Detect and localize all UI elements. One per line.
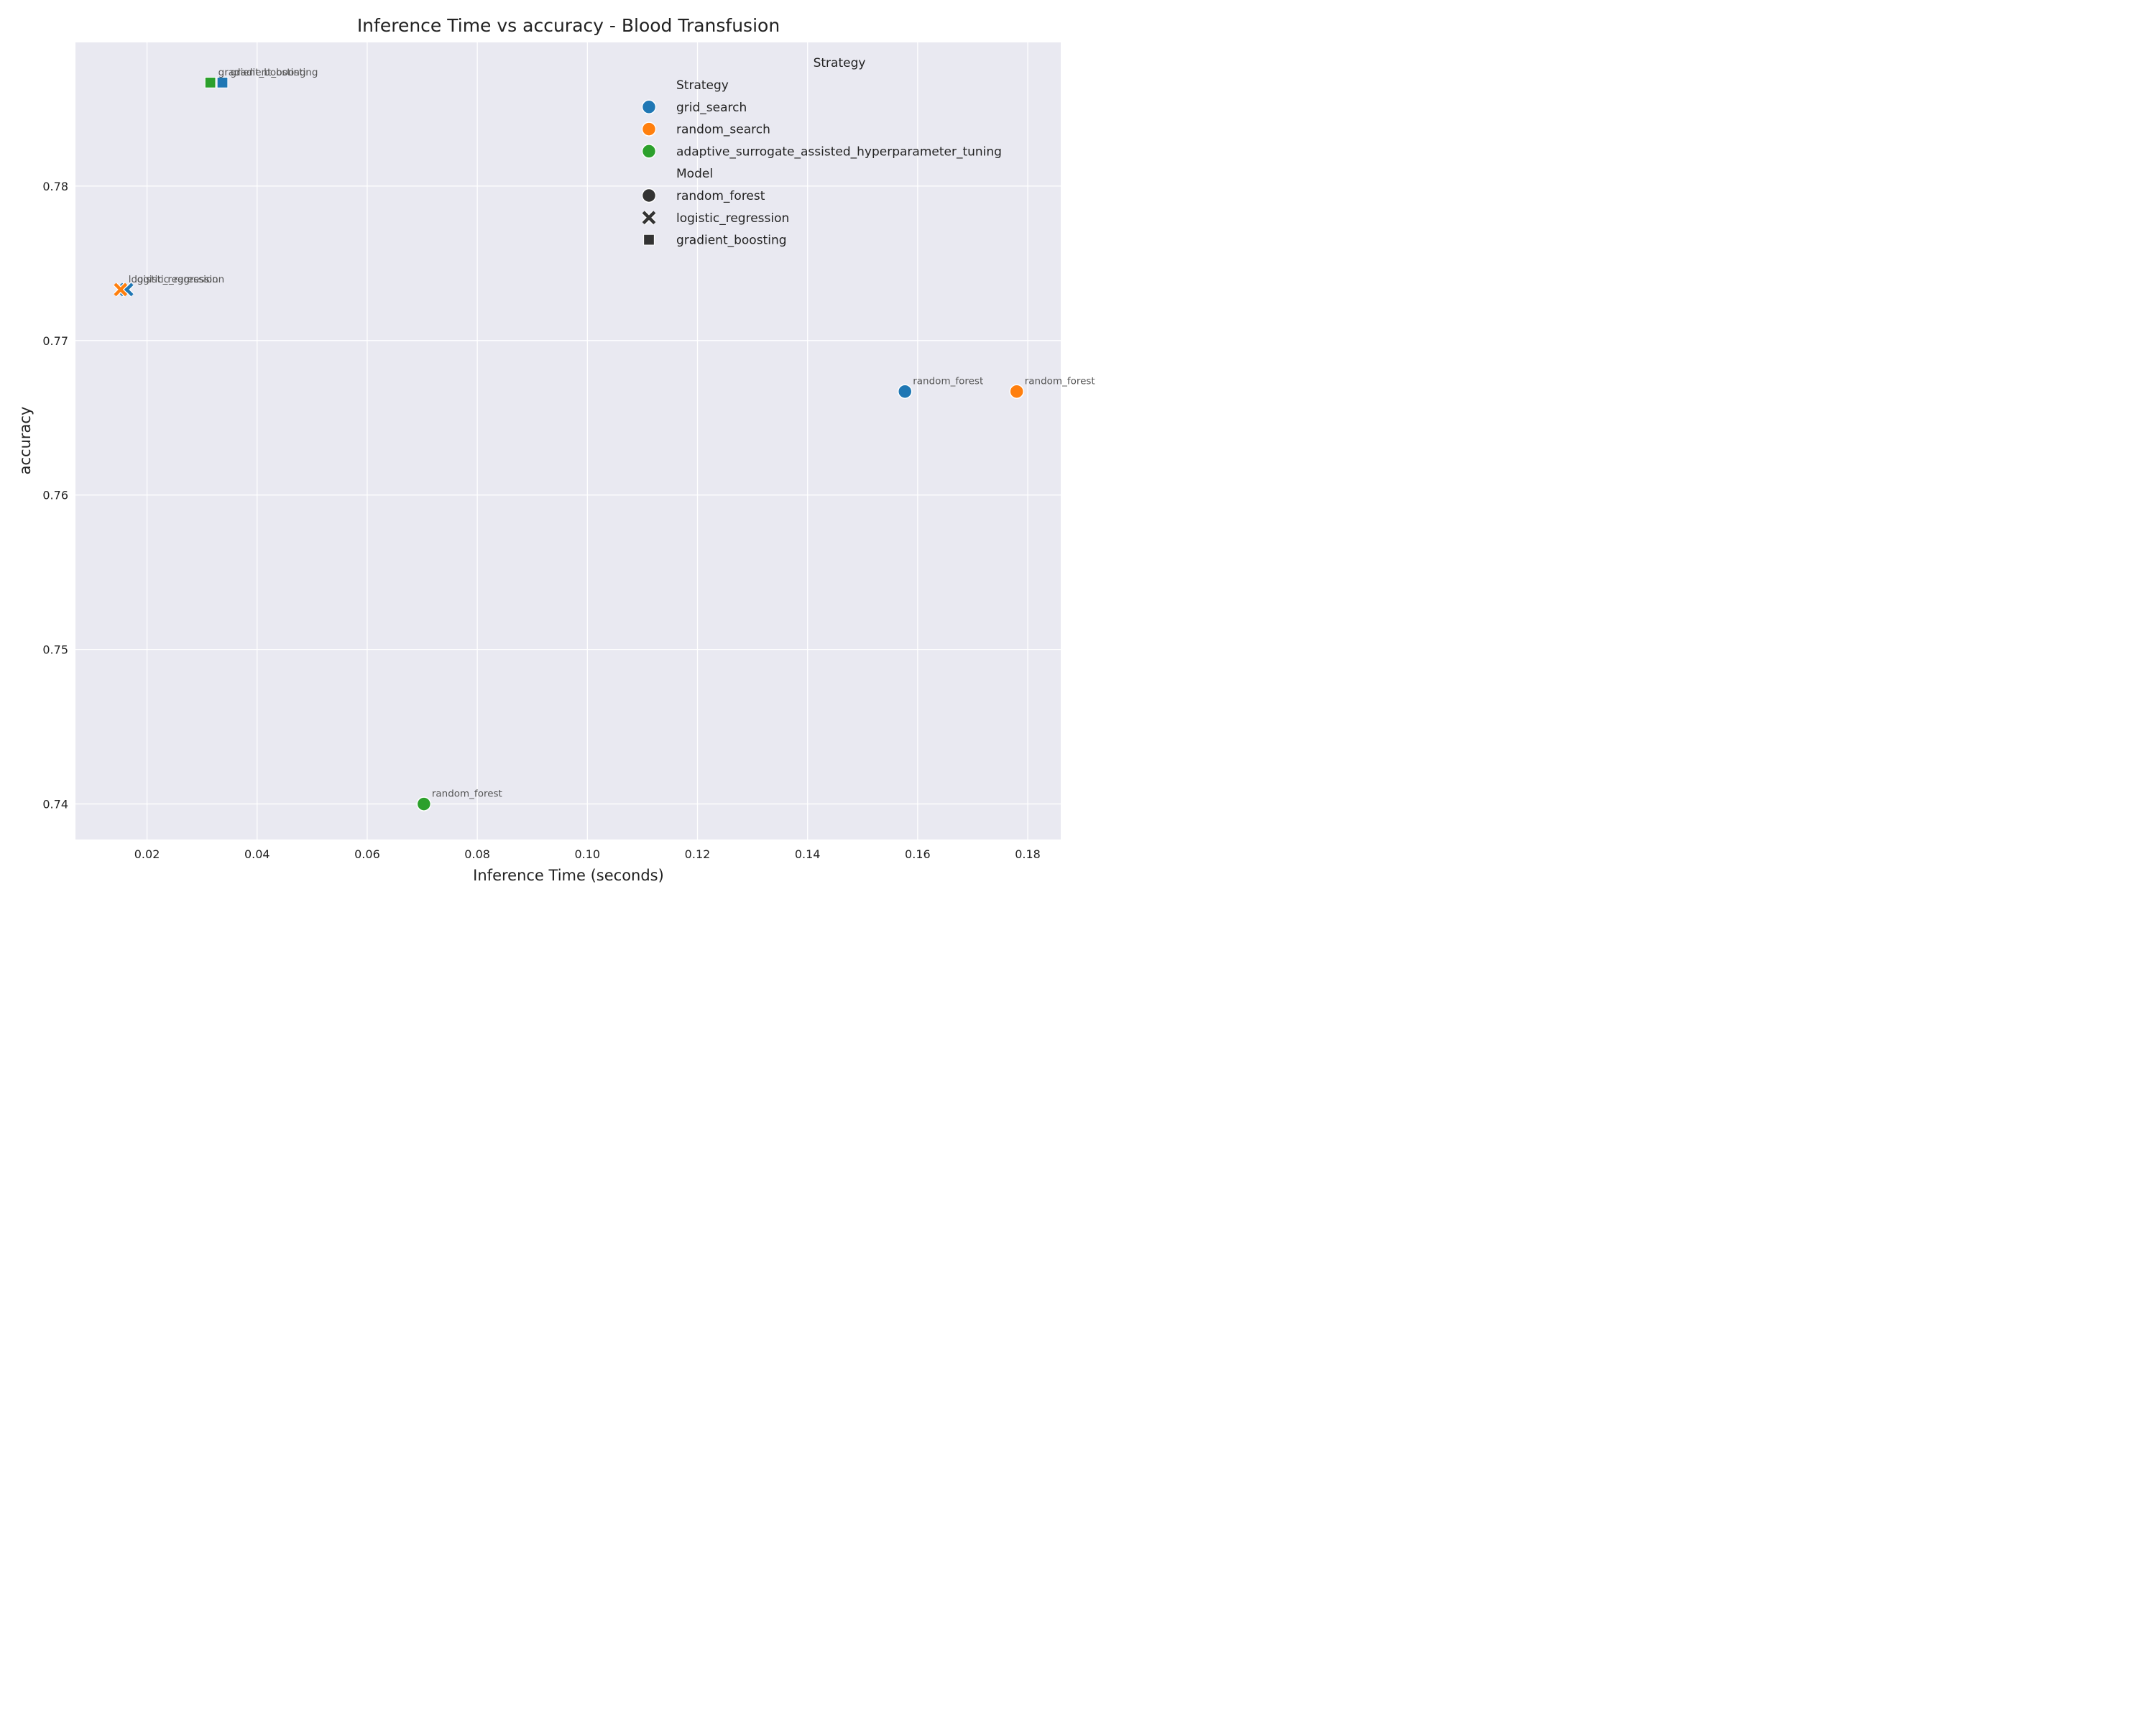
legend-item-label: random_search xyxy=(676,123,770,137)
legend-marker-grid_search xyxy=(641,99,657,115)
y-tick-label: 0.77 xyxy=(42,334,68,348)
y-tick-label: 0.75 xyxy=(42,643,68,657)
point-random_forest-adaptive_surrogate_assisted_hyperparameter_tuning xyxy=(416,796,432,811)
point-label: logistic_regression xyxy=(129,274,218,285)
point-label: gradient_boosting xyxy=(231,67,318,78)
legend-section-heading: Strategy xyxy=(676,78,729,93)
legend-item-label: gradient_boosting xyxy=(676,234,787,248)
point-label: logistic_regression xyxy=(134,274,224,285)
legend-section-heading: Model xyxy=(676,167,713,181)
data-points xyxy=(113,77,1024,811)
grid-lines xyxy=(75,42,1061,840)
chart-container: Inference Time vs accuracy - Blood Trans… xyxy=(0,0,1115,892)
legend-marker-logistic_regression xyxy=(641,210,657,226)
y-axis-title: accuracy xyxy=(17,407,34,475)
point-label: random_forest xyxy=(913,376,983,387)
legend-item-label: adaptive_surrogate_assisted_hyperparamet… xyxy=(676,144,1002,159)
x-tick-label: 0.04 xyxy=(244,847,270,861)
point-random_forest-random_search xyxy=(1009,384,1024,399)
legend-marker-adaptive_surrogate_assisted_hyperparameter_tuning xyxy=(641,144,657,159)
x-axis-title: Inference Time (seconds) xyxy=(473,867,664,884)
point-gradient_boosting-adaptive_surrogate_assisted_hyperparameter_tuning xyxy=(204,77,216,88)
legend: Strategy Strategy grid_search random_search… xyxy=(641,56,1002,248)
x-tick-label: 0.02 xyxy=(134,847,160,861)
point-label: gradient_boosting xyxy=(218,67,306,78)
x-tick-label: 0.06 xyxy=(354,847,380,861)
point-label: random_forest xyxy=(432,788,502,800)
point-label: random_forest xyxy=(1025,376,1095,387)
x-tick-label: 0.16 xyxy=(905,847,931,861)
x-tick-label: 0.08 xyxy=(464,847,490,861)
plot-area xyxy=(75,42,1061,840)
legend-title: Strategy xyxy=(814,56,866,70)
x-tick-label: 0.10 xyxy=(574,847,600,861)
legend-marker-gradient_boosting xyxy=(643,234,655,246)
point-gradient_boosting-grid_search xyxy=(216,77,229,88)
scatter-chart: Inference Time vs accuracy - Blood Trans… xyxy=(17,15,1095,884)
tick-labels: 0.02 0.04 0.06 0.08 0.10 0.12 0.14 0.16 0.18 0.74… xyxy=(42,180,1040,861)
point-logistic_regression-random_search xyxy=(113,282,129,298)
x-tick-label: 0.18 xyxy=(1015,847,1041,861)
y-tick-label: 0.76 xyxy=(42,489,68,502)
y-tick-label: 0.78 xyxy=(42,180,68,193)
x-tick-label: 0.14 xyxy=(795,847,821,861)
y-tick-label: 0.74 xyxy=(42,798,68,811)
legend-marker-random_forest xyxy=(641,188,657,203)
point-random_forest-grid_search xyxy=(897,384,913,399)
legend-item-label: random_forest xyxy=(676,189,765,203)
legend-marker-random_search xyxy=(641,121,657,137)
x-tick-label: 0.12 xyxy=(685,847,711,861)
legend-item-label: grid_search xyxy=(676,101,747,115)
chart-title: Inference Time vs accuracy - Blood Trans… xyxy=(357,15,780,36)
legend-item-label: logistic_regression xyxy=(676,211,789,226)
point-labels: gradient_boostinggradient_boostinglogist… xyxy=(129,67,1095,800)
